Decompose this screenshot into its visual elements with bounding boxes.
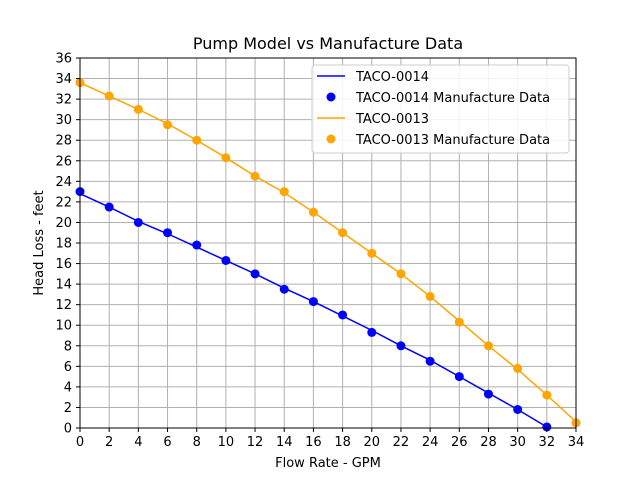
data-point [221,255,231,265]
y-tick-label: 20 [55,216,72,231]
y-tick-label: 24 [55,175,72,190]
series-layer [75,78,581,432]
x-tick-label: 30 [509,435,526,450]
data-point [367,248,377,258]
data-point [454,317,464,327]
data-point [250,171,260,181]
legend-box [311,64,570,154]
chart-title: Pump Model vs Manufacture Data [193,34,463,53]
data-point [192,135,202,145]
data-point [133,217,143,227]
data-point [104,202,114,212]
legend-point-marker [326,134,336,144]
data-point [454,372,464,382]
data-point [513,363,523,373]
legend-point-marker [326,92,336,102]
y-tick-label: 8 [64,339,72,354]
data-point [250,269,260,279]
x-tick-label: 2 [105,435,113,450]
data-point [308,207,318,217]
data-point [396,341,406,351]
y-axis-label: Head Loss - feet [32,190,47,295]
legend-label: TACO-0013 Manufacture Data [355,133,550,148]
data-point [192,240,202,250]
data-point [163,120,173,130]
ticks: 0 2 4 6 8 10 12 14 16 18 20 22 24 26 28 30 32 34024681012… [55,52,584,451]
y-tick-label: 18 [55,237,72,252]
x-tick-label: 12 [247,435,264,450]
data-point [483,341,493,351]
data-point [279,187,289,197]
y-tick-label: 14 [55,278,72,293]
y-tick-label: 32 [55,93,72,108]
x-tick-label: 26 [451,435,468,450]
y-tick-label: 2 [64,401,72,416]
data-point [542,390,552,400]
data-point [221,153,231,163]
y-tick-label: 6 [64,360,72,375]
x-tick-label: 10 [218,435,235,450]
x-axis-label: Flow Rate - GPM [275,456,381,471]
legend-label: TACO-0014 Manufacture Data [355,91,550,106]
y-tick-label: 16 [55,257,72,272]
data-point [542,422,552,432]
data-point [163,228,173,238]
y-tick-label: 10 [55,319,72,334]
data-point [308,297,318,307]
data-point [483,389,493,399]
data-point [279,284,289,294]
x-tick-label: 22 [393,435,410,450]
y-tick-label: 4 [64,380,72,395]
x-tick-label: 6 [163,435,171,450]
data-point [367,327,377,337]
x-tick-label: 24 [422,435,439,450]
y-tick-label: 22 [55,195,72,210]
data-point [104,91,114,101]
legend-label: TACO-0014 [355,70,429,85]
series-line-taco-0013 [79,81,577,423]
y-tick-label: 28 [55,134,72,149]
x-tick-label: 20 [363,435,380,450]
x-tick-label: 28 [480,435,497,450]
y-tick-label: 12 [55,298,72,313]
data-point [513,405,523,414]
legend-label: TACO-0013 [355,112,429,127]
x-tick-label: 32 [539,435,556,450]
data-point [425,356,435,366]
y-tick-label: 36 [55,52,72,67]
y-tick-label: 26 [55,154,72,169]
x-tick-label: 4 [134,435,142,450]
x-tick-label: 16 [305,435,322,450]
x-tick-label: 18 [334,435,351,450]
data-point [338,310,348,320]
data-point [133,104,143,114]
y-tick-label: 0 [64,422,72,437]
data-point [338,228,348,238]
data-point [396,269,406,279]
x-tick-label: 14 [276,435,293,450]
x-tick-label: 34 [568,435,585,450]
x-tick-label: 0 [76,435,84,450]
y-tick-label: 34 [55,72,72,87]
y-tick-label: 30 [55,113,72,128]
x-tick-label: 8 [193,435,201,450]
legend: TACO-0014 TACO-0014 Manufacture Data TACO-… [311,64,570,154]
data-point [425,291,435,301]
